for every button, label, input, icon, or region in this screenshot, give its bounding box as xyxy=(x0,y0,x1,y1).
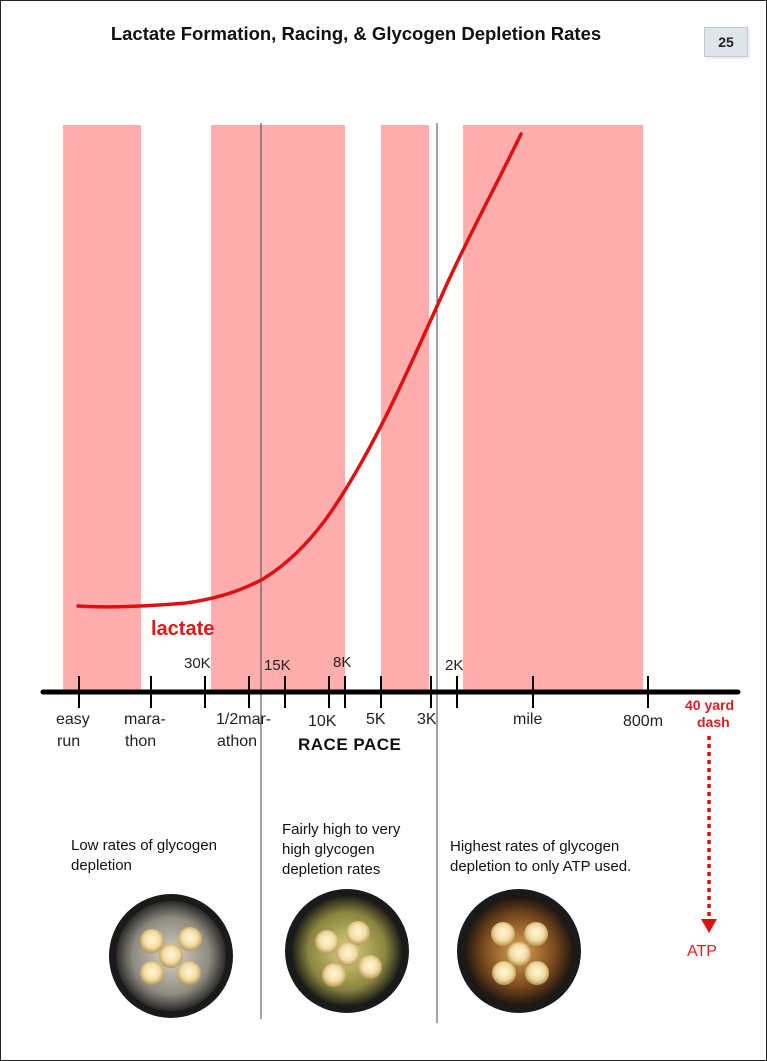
label-thon: thon xyxy=(125,733,156,750)
atp-label: ATP xyxy=(687,943,717,960)
axis-ticks xyxy=(78,676,649,708)
label-mile: mile xyxy=(513,711,542,728)
label-15k: 15K xyxy=(264,657,291,674)
lactate-curve xyxy=(76,132,523,609)
label-10k: 10K xyxy=(308,713,337,730)
label-half-mar: 1/2mar- xyxy=(216,711,271,728)
label-800m: 800m xyxy=(623,713,663,730)
label-2k: 2K xyxy=(445,657,463,674)
candle-bowl-image-low xyxy=(109,894,233,1018)
page-number-badge: 25 xyxy=(704,27,748,57)
page-title: Lactate Formation, Racing, & Glycogen De… xyxy=(110,23,602,44)
arrow-head-icon xyxy=(701,919,717,933)
caption-low-depletion: Low rates of glycogen depletion xyxy=(71,837,217,874)
label-mara: mara- xyxy=(124,711,166,728)
label-3k: 3K xyxy=(417,711,437,728)
lactate-label: lactate xyxy=(151,618,214,640)
label-5k: 5K xyxy=(366,711,386,728)
label-dash: dash xyxy=(697,714,730,730)
caption-high-depletion: Highest rates of glycogen depletion to o… xyxy=(450,838,632,875)
zone-band-4 xyxy=(463,125,643,692)
label-8k: 8K xyxy=(333,654,351,671)
zone-band-1 xyxy=(63,125,141,692)
label-40-yard: 40 yard xyxy=(685,697,734,713)
candle-bowl-image-mid xyxy=(285,889,409,1013)
label-easy: easy xyxy=(56,711,90,728)
caption-mid-depletion: Fairly high to very high glycogen deplet… xyxy=(282,821,401,878)
label-30k: 30K xyxy=(184,655,211,672)
zone-band-2 xyxy=(211,125,345,692)
label-athon: athon xyxy=(217,733,257,750)
label-run: run xyxy=(57,733,80,750)
candle-bowl-image-high xyxy=(457,889,581,1013)
axis-title: RACE PACE xyxy=(298,735,401,754)
